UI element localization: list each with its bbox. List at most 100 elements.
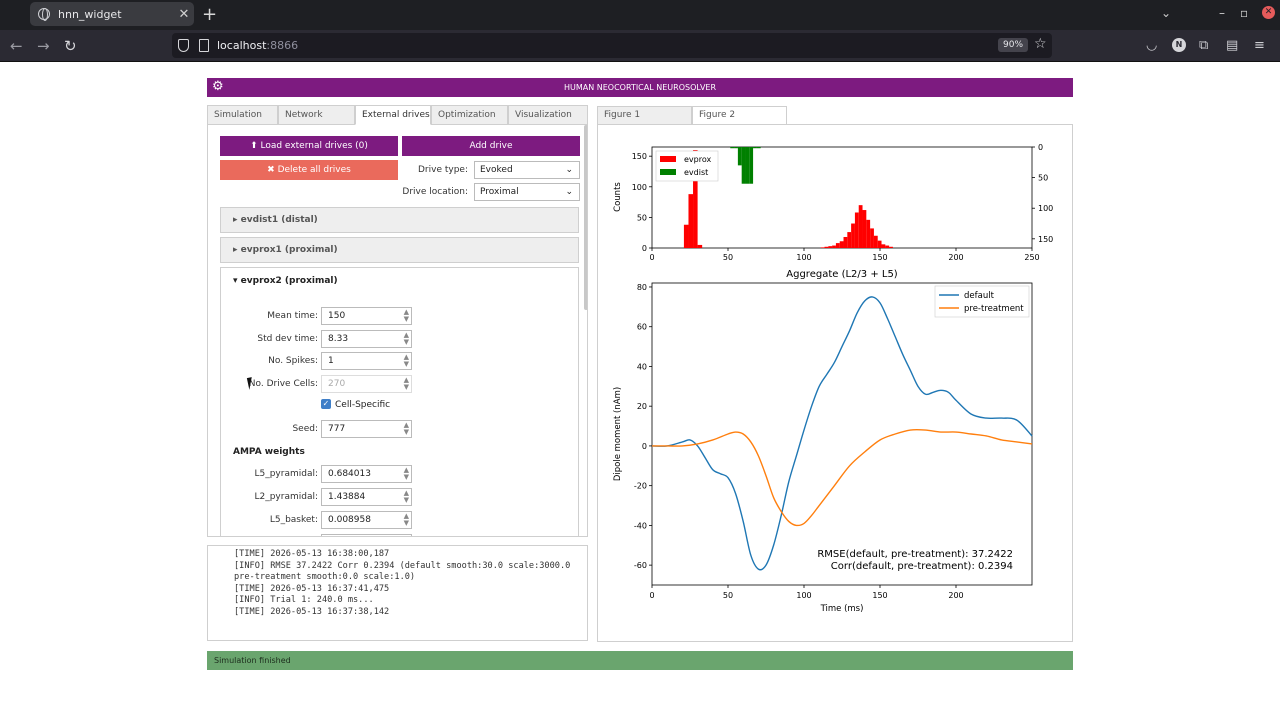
dipole-chart: Aggregate (L2/3 + L5) 0 50 100 150 200-60-40…: [613, 269, 1033, 614]
corr-annotation: Corr(default, pre-treatment): 0.2394: [831, 561, 1013, 572]
histogram-bars: [683, 147, 893, 248]
mean-time-input[interactable]: 150 ▲ ▼: [321, 307, 412, 325]
pocket-icon[interactable]: ◡: [1146, 38, 1158, 53]
external-drives-panel: ⬆ Load external drives (0) Add drive ✖ D…: [207, 125, 588, 537]
url-text: localhost:8866: [217, 39, 299, 52]
std-dev-time-input[interactable]: 8.33 ▲ ▼: [321, 330, 412, 348]
extensions-icon[interactable]: ⧉: [1199, 38, 1209, 53]
tab-network[interactable]: Network: [278, 105, 355, 125]
partial-input[interactable]: [321, 534, 412, 536]
log-line: [TIME] 2026-05-13 16:38:00,187: [234, 549, 390, 559]
tab-simulation[interactable]: Simulation: [207, 105, 278, 125]
url-bar[interactable]: localhost:8866 90% ☆: [172, 33, 1052, 58]
x-tick-label: 100: [796, 253, 811, 262]
app-header: ⚙ HUMAN NEOCORTICAL NEUROSOLVER: [207, 78, 1073, 97]
histogram-bar-evprox: [877, 240, 882, 248]
log-line: [TIME] 2026-05-13 16:37:38,142: [234, 606, 390, 617]
gear-icon[interactable]: ⚙: [212, 79, 224, 94]
forward-icon[interactable]: →: [37, 37, 50, 55]
tab-visualization[interactable]: Visualization: [508, 105, 588, 125]
dipole-axes: 0 50 100 150 200 -60 -40 -20 0 20 40 60 80: [634, 283, 964, 600]
load-external-drives-button[interactable]: ⬆ Load external drives (0): [220, 136, 398, 156]
panel-scrollbar[interactable]: [584, 125, 587, 310]
dipole-line-default: [651, 296, 1033, 571]
cell-specific-checkbox[interactable]: ✓: [321, 399, 331, 409]
tab-figure-1[interactable]: Figure 1: [597, 106, 692, 125]
y-right-tick-label: 150: [1038, 235, 1053, 244]
reload-icon[interactable]: ↻: [64, 37, 77, 55]
close-tab-icon[interactable]: ✕: [178, 6, 190, 22]
dipole-ylabel: Dipole moment (nAm): [613, 387, 623, 481]
histogram-bar-evdist: [737, 147, 742, 166]
spinner-icon[interactable]: ▲ ▼: [403, 421, 409, 436]
menu-icon[interactable]: ≡: [1254, 38, 1265, 53]
spinner-icon[interactable]: ▲ ▼: [403, 512, 409, 527]
histogram-bar-evdist: [730, 147, 735, 149]
histogram-bar-evprox: [851, 223, 855, 248]
drive-type-select[interactable]: Evoked ⌄: [474, 161, 580, 179]
zoom-level-badge[interactable]: 90%: [998, 38, 1029, 52]
back-icon[interactable]: ←: [10, 37, 23, 55]
caret-right-icon: ▸: [233, 215, 241, 225]
spinner-icon[interactable]: ▲ ▼: [403, 308, 409, 323]
histogram-bar-evprox: [873, 235, 878, 248]
tab-list-chevron-icon[interactable]: ⌄: [1161, 6, 1172, 20]
seed-input[interactable]: 777 ▲ ▼: [321, 420, 412, 438]
num-spikes-input[interactable]: 1 ▲ ▼: [321, 352, 412, 370]
caret-right-icon: ▸: [233, 245, 241, 255]
accordion-evdist1[interactable]: ▸ evdist1 (distal): [220, 207, 579, 233]
y-tick-label: 60: [637, 323, 647, 332]
spinner-icon[interactable]: ▲ ▼: [403, 489, 409, 504]
add-drive-button[interactable]: Add drive: [402, 136, 580, 156]
histogram-bar-evdist: [734, 147, 738, 149]
reader-icon[interactable]: ▤: [1226, 38, 1239, 53]
histogram-bar-evprox: [881, 244, 886, 248]
histogram-bar-evprox: [828, 246, 833, 248]
ampa-l5-pyramidal-input[interactable]: 0.684013 ▲ ▼: [321, 465, 412, 483]
status-bar: Simulation finished: [207, 651, 1073, 670]
delete-all-drives-button[interactable]: ✖ Delete all drives: [220, 160, 398, 180]
drive-location-select[interactable]: Proximal ⌄: [474, 183, 580, 201]
histogram-bar-evdist: [753, 147, 757, 149]
legend-label-evdist: evdist: [684, 168, 708, 177]
account-avatar[interactable]: N: [1172, 38, 1186, 52]
dipole-lines: [651, 296, 1033, 571]
histogram-bar-evprox: [889, 246, 893, 248]
accordion-evprox2-header[interactable]: ▾ evprox2 (proximal): [233, 276, 338, 286]
hnn-app: ⚙ HUMAN NEOCORTICAL NEUROSOLVER Simulati…: [207, 78, 1073, 670]
tab-external-drives[interactable]: External drives: [355, 105, 431, 125]
y-tick-label: 150: [632, 152, 647, 161]
bookmark-star-icon[interactable]: ☆: [1034, 36, 1047, 52]
figure-panel: 0 50 100 150 200 250 0 50 100 150 0 50 100 150 Counts…: [597, 124, 1073, 642]
ampa-l5-basket-input[interactable]: 0.008958 ▲ ▼: [321, 511, 412, 529]
window-close-icon[interactable]: ✕: [1262, 6, 1275, 19]
spinner-icon[interactable]: ▲ ▼: [403, 353, 409, 368]
spinner-icon[interactable]: ▲ ▼: [403, 331, 409, 346]
histogram-bar-evprox: [693, 150, 698, 248]
ampa-l2-pyramidal-input[interactable]: 1.43884 ▲ ▼: [321, 488, 412, 506]
accordion-evprox2: ▾ evprox2 (proximal) Mean time: 150 ▲ ▼ St…: [220, 267, 579, 536]
histogram-bar-evdist: [741, 147, 746, 184]
num-drive-cells-input: 270 ▲ ▼: [321, 375, 412, 393]
y-tick-label: 50: [637, 213, 647, 222]
shield-icon[interactable]: [178, 39, 189, 52]
histogram-bar-evprox: [862, 210, 867, 248]
histogram-bar-evprox: [839, 241, 844, 248]
spinner-icon[interactable]: ▲ ▼: [403, 466, 409, 481]
x-tick-label: 250: [1024, 253, 1039, 262]
browser-tab[interactable]: hnn_widget ✕: [30, 2, 194, 26]
browser-titlebar: hnn_widget ✕ + ⌄ – ▫ ✕: [0, 0, 1280, 30]
new-tab-icon[interactable]: +: [202, 4, 218, 25]
accordion-evprox1[interactable]: ▸ evprox1 (proximal): [220, 237, 579, 263]
tab-figure-2[interactable]: Figure 2: [692, 106, 787, 125]
minimize-icon[interactable]: –: [1219, 6, 1225, 20]
num-spikes-label: No. Spikes:: [268, 356, 318, 366]
histogram-bar-evprox: [820, 247, 825, 248]
histogram-bar-evprox: [854, 212, 859, 248]
histogram-axes: 0 50 100 150 200 250 0 50 100 150 0 50 100 150: [632, 143, 1054, 262]
maximize-icon[interactable]: ▫: [1240, 6, 1249, 20]
spike-histogram: 0 50 100 150 200 250 0 50 100 150 0 50 100 150 Counts…: [613, 143, 1053, 262]
tab-optimization[interactable]: Optimization: [431, 105, 508, 125]
ampa-l2-pyramidal-label: L2_pyramidal:: [254, 492, 318, 502]
histogram-bar-evprox: [885, 245, 890, 248]
